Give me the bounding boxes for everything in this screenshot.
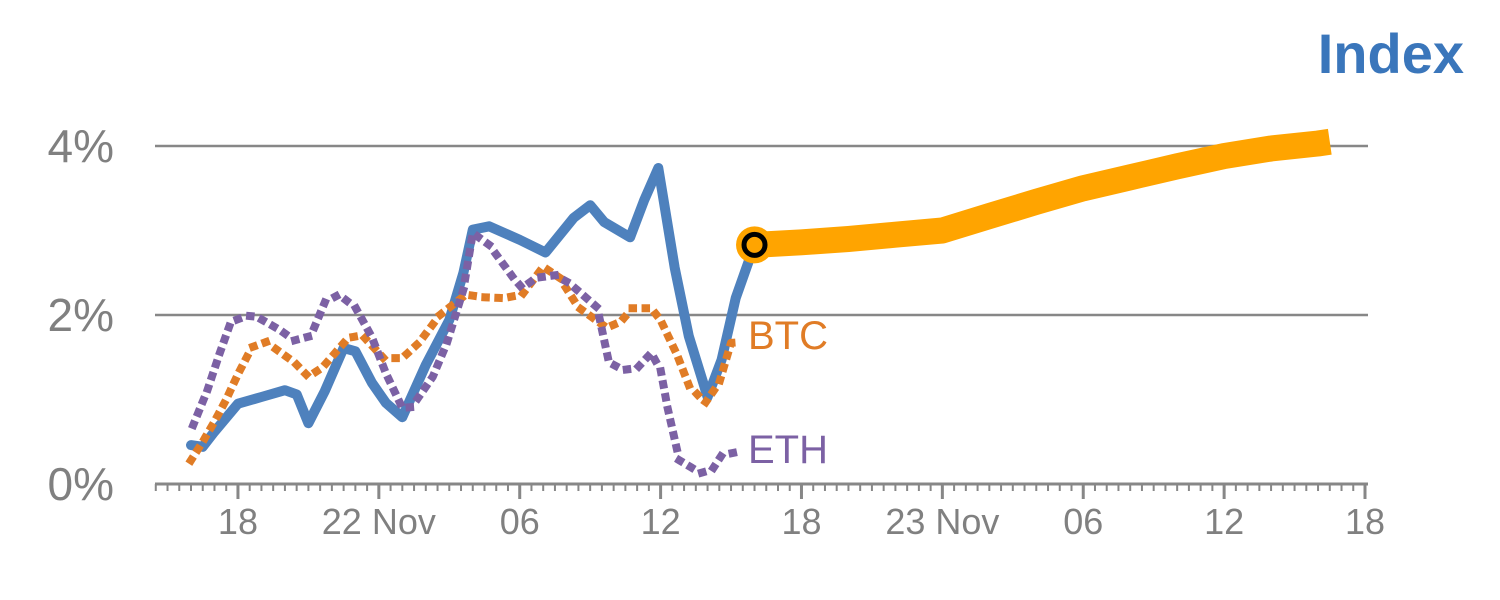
- index-line: [186, 163, 760, 452]
- btc-line: [185, 262, 748, 466]
- y-tick-label-0pct: 0%: [47, 458, 114, 510]
- btc-series-label: BTC: [748, 314, 828, 358]
- x-tick-label-12: 12: [640, 501, 681, 542]
- eth-series-label: ETH: [748, 428, 828, 472]
- forecast-line: [753, 128, 1332, 258]
- x-tick-label-18: 18: [1344, 501, 1386, 542]
- x-tick-label-06: 06: [1063, 501, 1104, 542]
- x-tick-label-12: 12: [1204, 501, 1245, 542]
- x-tick-label-18: 18: [781, 501, 822, 542]
- x-tick-label-23-Nov: 23 Nov: [885, 501, 1000, 542]
- y-tick-label-2pct: 2%: [47, 289, 114, 341]
- x-tick-label-18: 18: [217, 501, 258, 542]
- x-tick-label-22-Nov: 22 Nov: [321, 501, 436, 542]
- chart-title: Index: [1317, 22, 1464, 85]
- eth-line: [188, 229, 743, 477]
- x-tick-label-06: 06: [499, 501, 540, 542]
- y-tick-label-4pct: 4%: [47, 120, 114, 172]
- forecast-marker-ring: [741, 231, 768, 258]
